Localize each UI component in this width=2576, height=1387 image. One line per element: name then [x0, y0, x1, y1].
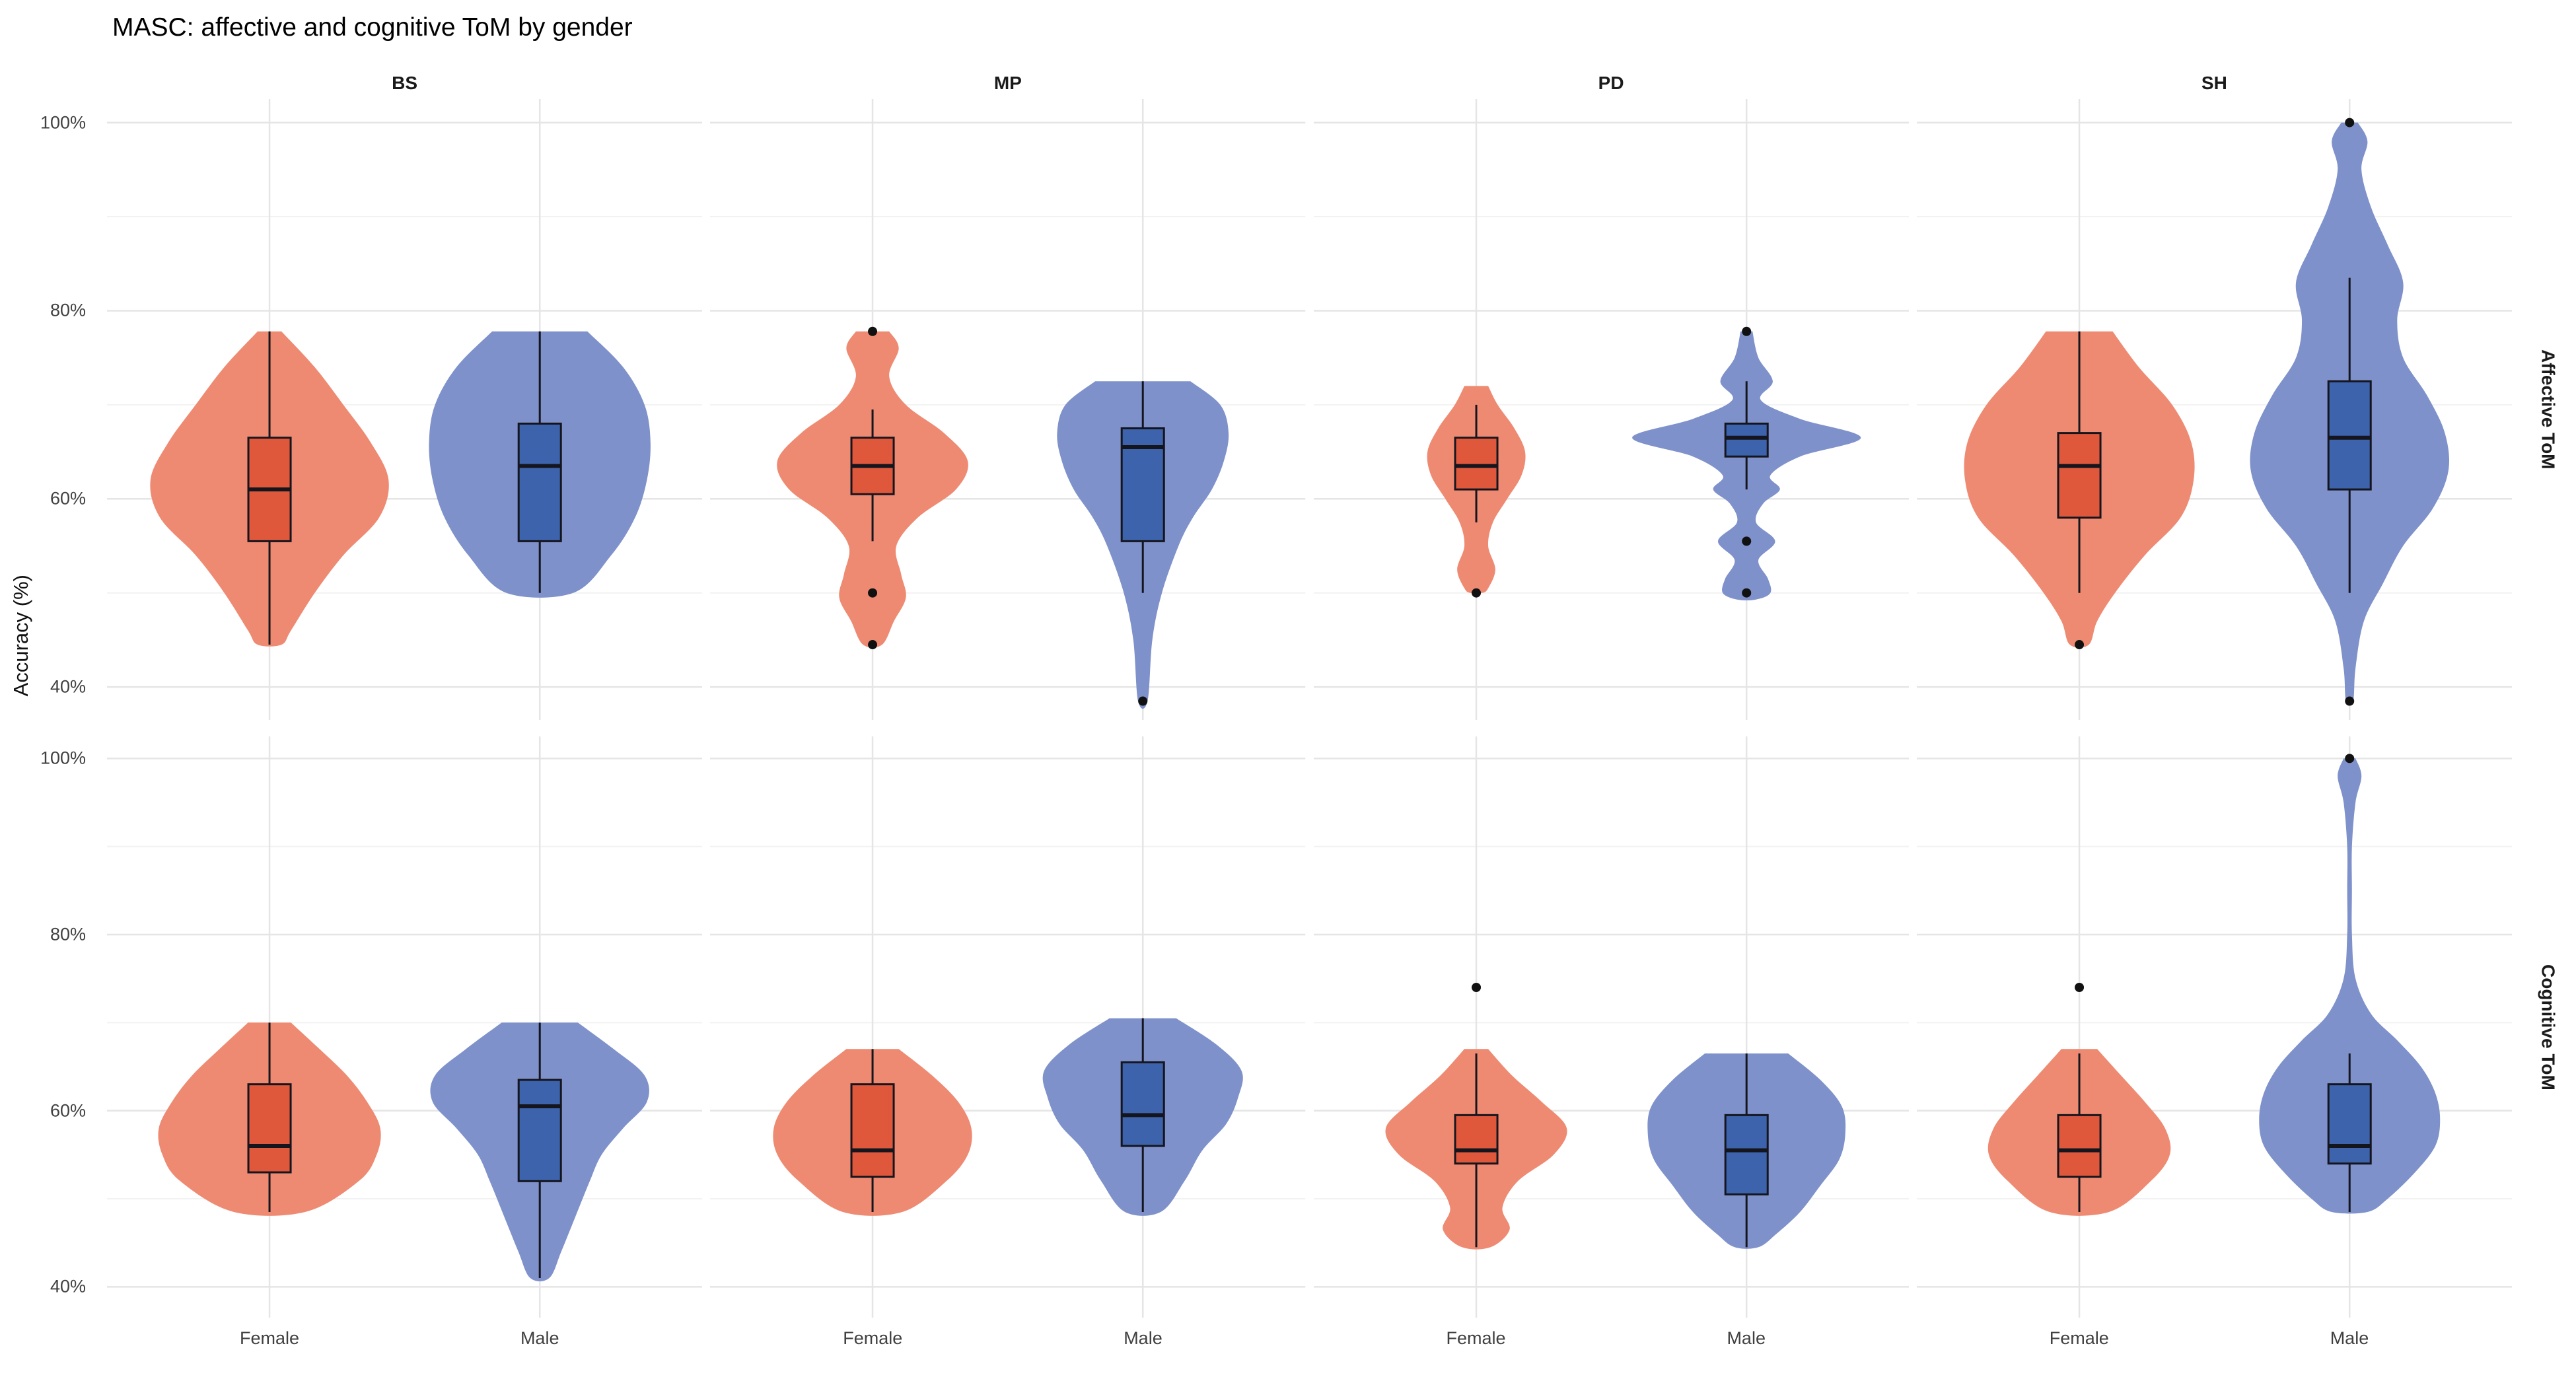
outlier-point — [2074, 983, 2084, 992]
y-tick-label: 40% — [50, 676, 86, 697]
panel-canvas — [107, 99, 703, 720]
boxplot-female — [1454, 1114, 1499, 1165]
x-tick-label-female: Female — [843, 1328, 903, 1348]
outlier-point — [1741, 326, 1751, 336]
x-tick-label-male: Male — [1124, 1328, 1163, 1348]
facet-strip-affective-tom: Affective ToM — [2538, 349, 2559, 470]
panel-canvas — [1916, 99, 2512, 720]
boxplot-female — [850, 1083, 895, 1178]
outlier-point — [1138, 696, 1148, 706]
outlier-point — [1741, 588, 1751, 598]
boxplot-female — [247, 1083, 292, 1174]
boxplot-male — [2327, 1083, 2372, 1165]
y-tick-label: 100% — [40, 748, 86, 768]
panel-canvas — [107, 736, 703, 1318]
outlier-point — [2344, 696, 2354, 706]
outlier-point — [868, 588, 878, 598]
x-axis-labels-sh: Female Male — [1917, 1318, 2512, 1364]
y-tick-label: 100% — [40, 112, 86, 133]
y-tick-label: 60% — [50, 488, 86, 509]
x-tick-label-female: Female — [1446, 1328, 1506, 1348]
x-axis-labels-bs: Female Male — [107, 1318, 702, 1364]
panel-canvas — [1313, 99, 1909, 720]
violin-male — [2258, 758, 2440, 1214]
boxplot-male — [1120, 1061, 1165, 1147]
boxplot-male — [1724, 422, 1769, 458]
facet-strip-bs: BS — [392, 73, 418, 93]
boxplot-male — [517, 422, 562, 542]
boxplot-female — [1454, 437, 1499, 491]
boxplot-female — [2057, 1114, 2102, 1178]
panel-affective-bs — [107, 99, 703, 720]
y-tick-label: 80% — [50, 924, 86, 944]
facet-grid: BS MP PD SH 40% 60% 80% 100% 40% 60% 80% 100% … — [0, 63, 2576, 1364]
boxplot-male — [1724, 1114, 1769, 1195]
boxplot-female — [2057, 432, 2102, 519]
outlier-point — [1471, 983, 1481, 992]
y-tick-label: 40% — [50, 1276, 86, 1297]
panel-cognitive-sh — [1916, 736, 2512, 1318]
outlier-point — [1471, 588, 1481, 598]
x-tick-label-male: Male — [520, 1328, 559, 1348]
panel-canvas — [710, 736, 1306, 1318]
panel-affective-mp — [710, 99, 1306, 720]
y-tick-label: 80% — [50, 300, 86, 320]
x-axis-labels-pd: Female Male — [1314, 1318, 1909, 1364]
x-tick-label-female: Female — [240, 1328, 300, 1348]
outlier-point — [2344, 754, 2354, 764]
facet-strip-cognitive-tom: Cognitive ToM — [2538, 964, 2559, 1090]
y-axis-ticks-affective: 40% 60% 80% 100% — [0, 99, 99, 720]
x-axis-labels-mp: Female Male — [710, 1318, 1305, 1364]
x-tick-label-male: Male — [2330, 1328, 2369, 1348]
panel-canvas — [710, 99, 1306, 720]
panel-cognitive-mp — [710, 736, 1306, 1318]
outlier-point — [1741, 536, 1751, 546]
boxplot-male — [517, 1079, 562, 1182]
facet-strip-sh: SH — [2201, 73, 2227, 93]
facet-strip-mp: MP — [993, 73, 1022, 93]
outlier-point — [868, 326, 878, 336]
y-tick-label: 60% — [50, 1100, 86, 1121]
y-axis-ticks-cognitive: 40% 60% 80% 100% — [0, 736, 99, 1318]
x-tick-label-female: Female — [2049, 1328, 2109, 1348]
outlier-point — [868, 640, 878, 650]
outlier-point — [2344, 118, 2354, 127]
chart-title: MASC: affective and cognitive ToM by gen… — [112, 13, 633, 42]
panel-cognitive-pd — [1313, 736, 1909, 1318]
panel-canvas — [1313, 736, 1909, 1318]
boxplot-male — [2327, 380, 2372, 491]
facet-strip-pd: PD — [1598, 73, 1624, 93]
x-tick-label-male: Male — [1727, 1328, 1766, 1348]
panel-affective-pd — [1313, 99, 1909, 720]
panel-cognitive-bs — [107, 736, 703, 1318]
outlier-point — [2074, 640, 2084, 650]
panel-canvas — [1916, 736, 2512, 1318]
panel-affective-sh — [1916, 99, 2512, 720]
